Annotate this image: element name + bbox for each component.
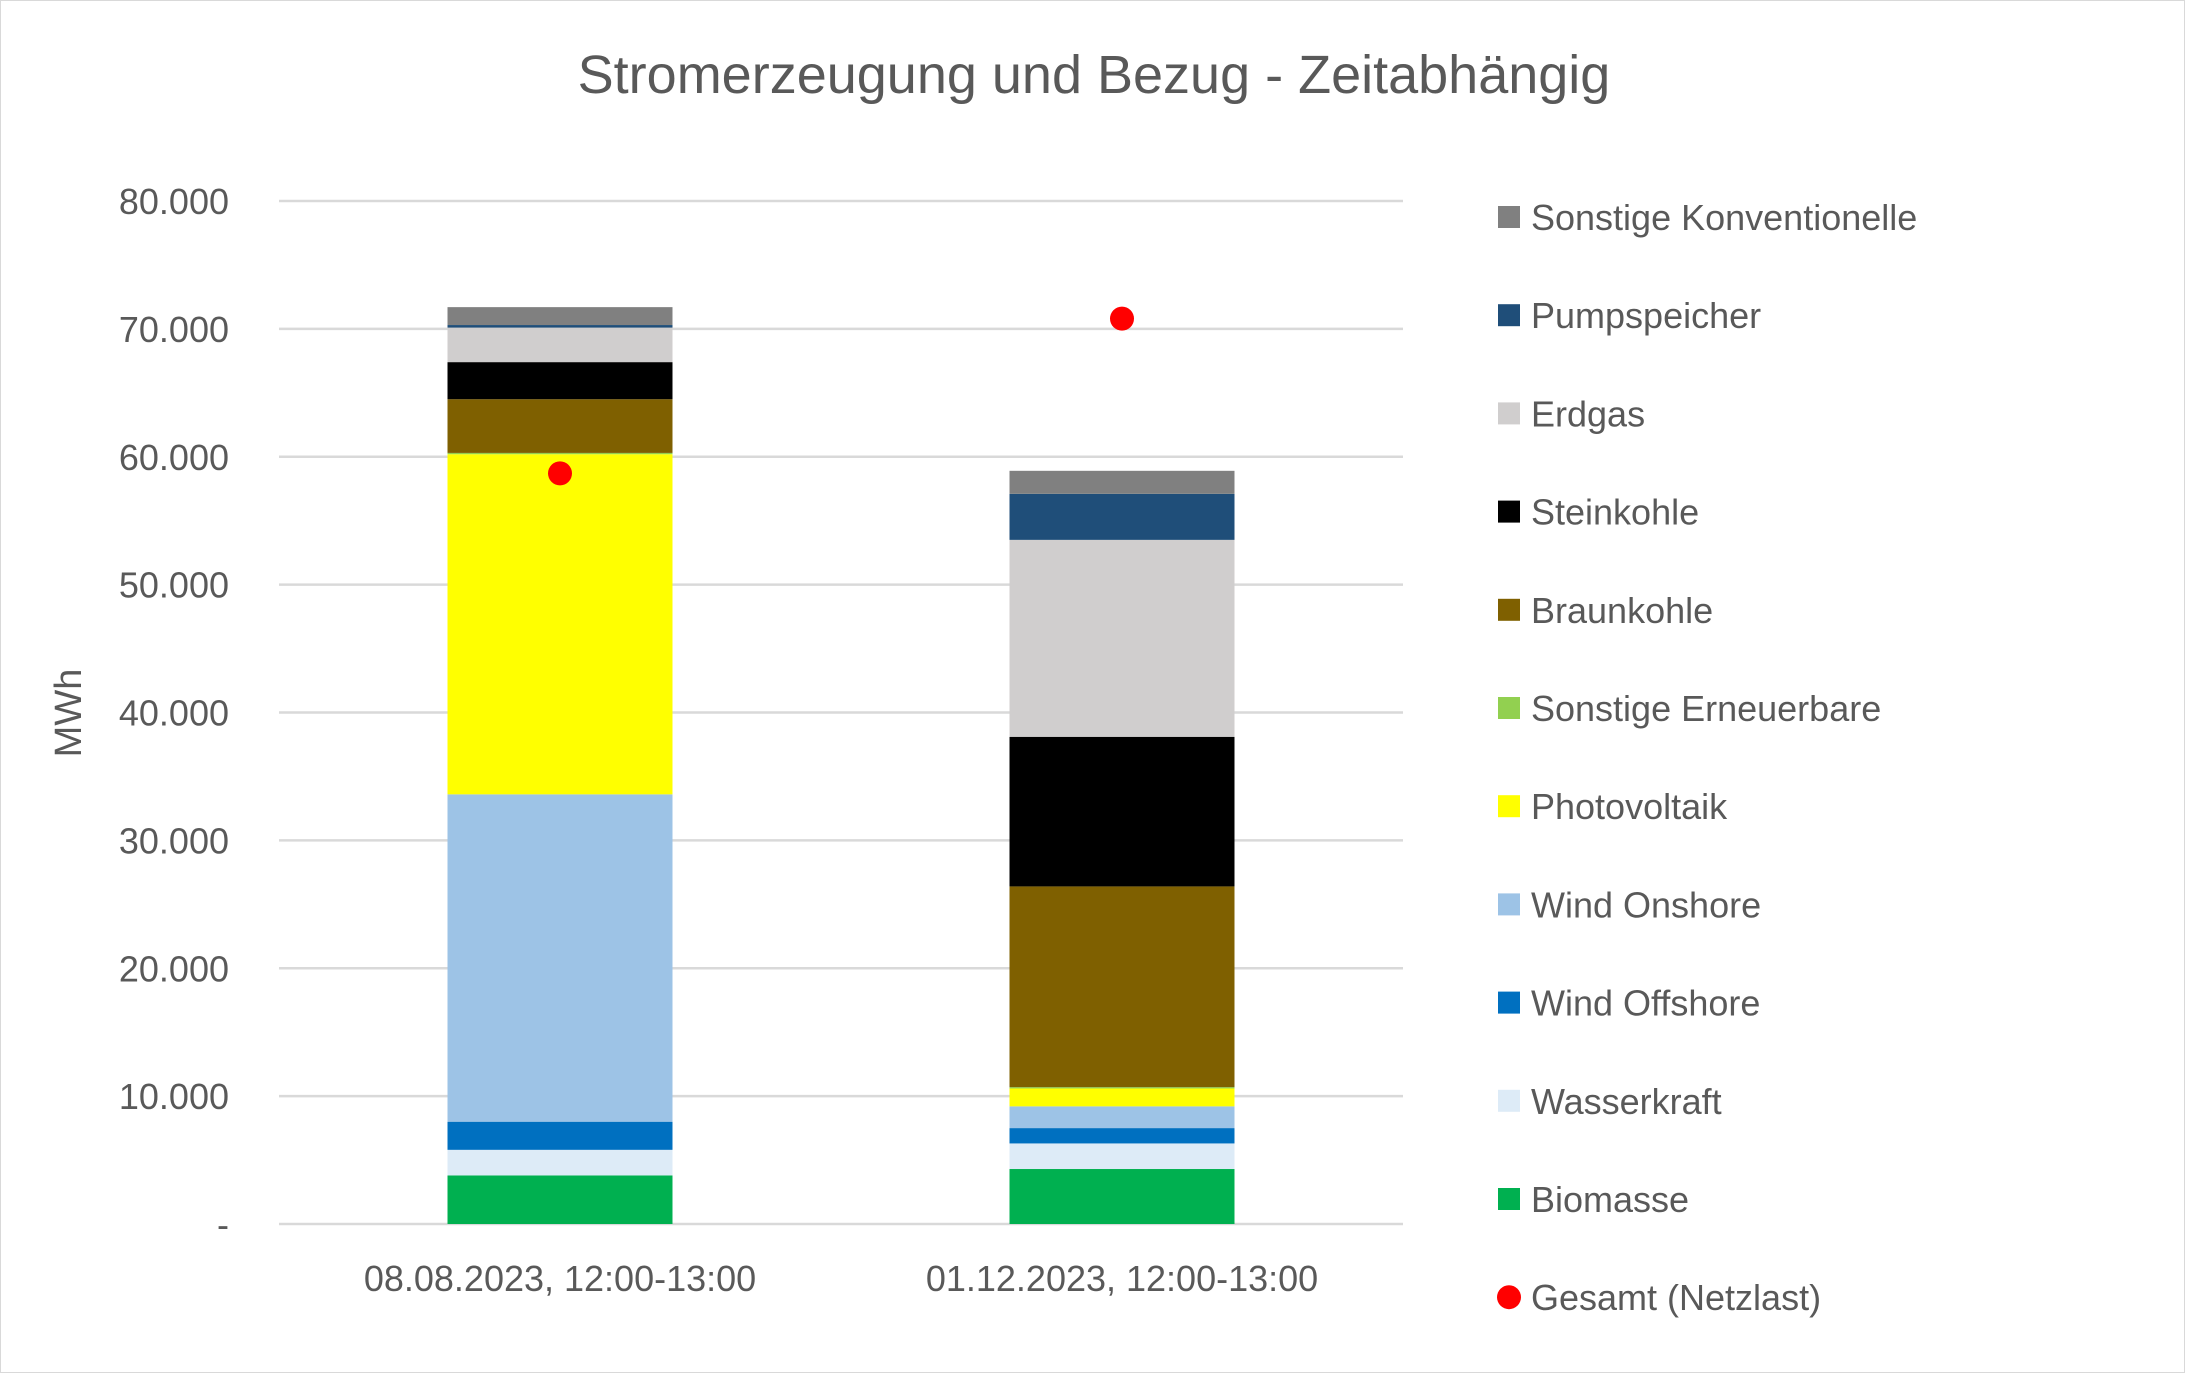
bar-segment (447, 327, 673, 363)
y-tick-label: - (217, 1204, 229, 1245)
bar-segment (1009, 1087, 1235, 1089)
legend-swatch (1498, 206, 1520, 228)
bar-segment (1009, 1169, 1235, 1224)
chart-title: Stromerzeugung und Bezug - Zeitabhängig (578, 45, 1611, 105)
bar-segment (447, 1149, 673, 1176)
y-axis-tick-labels: - 10.000 20.000 30.000 40.000 50.000 60.000 70.… (119, 181, 229, 1245)
legend-item: Pumpspeicher (1498, 295, 1761, 336)
legend-label: Pumpspeicher (1531, 295, 1761, 336)
y-tick-label: 60.000 (119, 437, 229, 478)
bar-segment (447, 794, 673, 1122)
legend-item: Erdgas (1498, 393, 1645, 434)
legend-label: Sonstige Konventionelle (1531, 197, 1917, 238)
bar-stacks (447, 307, 1235, 1224)
bar-segment (447, 362, 673, 400)
bar-stack (447, 307, 673, 1224)
netzlast-point (1110, 306, 1134, 331)
bar-segment (1009, 1106, 1235, 1129)
legend-label: Steinkohle (1531, 492, 1699, 533)
legend-item: Photovoltaik (1498, 786, 1728, 827)
bar-segment (447, 399, 673, 453)
bar-segment (1009, 493, 1235, 540)
legend-label: Wind Onshore (1531, 884, 1761, 925)
legend-item: Braunkohle (1498, 590, 1713, 631)
bar-segment (447, 307, 673, 326)
legend-swatch (1498, 893, 1520, 916)
legend-swatch (1498, 697, 1520, 719)
bar-segment (447, 325, 673, 328)
y-tick-label: 50.000 (119, 565, 229, 606)
legend-swatch (1498, 304, 1520, 327)
bar-segment (1009, 1128, 1235, 1144)
legend-swatch (1498, 991, 1520, 1014)
legend-label: Photovoltaik (1531, 786, 1728, 827)
legend-item: Steinkohle (1498, 492, 1699, 533)
bar-segment (447, 1121, 673, 1150)
legend-swatch (1498, 500, 1520, 523)
y-tick-label: 30.000 (119, 820, 229, 861)
legend-swatch (1498, 795, 1520, 818)
y-tick-label: 70.000 (119, 309, 229, 350)
legend-swatch (1498, 402, 1520, 425)
bar-segment (1009, 1088, 1235, 1107)
bar-segment (447, 452, 673, 455)
bar-segment (1009, 736, 1235, 887)
legend-swatch (1498, 598, 1520, 621)
legend-label: Gesamt (Netzlast) (1531, 1277, 1821, 1318)
legend-swatch (1498, 1089, 1520, 1112)
bar-segment (447, 454, 673, 795)
bar-segment (1009, 1143, 1235, 1170)
x-tick-label: 01.12.2023, 12:00-13:00 (926, 1258, 1318, 1299)
legend-item: Wind Onshore (1498, 884, 1761, 925)
y-axis-label: MWh (48, 669, 90, 758)
y-tick-label: 80.000 (119, 181, 229, 222)
x-axis-tick-labels: 08.08.2023, 12:00-13:00 01.12.2023, 12:00… (364, 1258, 1318, 1299)
netzlast-points (548, 306, 1134, 486)
y-tick-label: 40.000 (119, 693, 229, 734)
legend-item: Gesamt (Netzlast) (1497, 1277, 1821, 1318)
legend-label: Erdgas (1531, 393, 1645, 434)
legend-item: Sonstige Erneuerbare (1498, 688, 1881, 729)
legend-label: Biomasse (1531, 1179, 1689, 1220)
y-tick-label: 10.000 (119, 1076, 229, 1117)
legend: Sonstige Konventionelle Pumpspeicher Erdga… (1497, 197, 1917, 1318)
netzlast-point (548, 461, 572, 486)
legend-label: Sonstige Erneuerbare (1531, 688, 1881, 729)
legend-swatch (1498, 1188, 1520, 1210)
bar-segment (1009, 539, 1235, 737)
legend-label: Wasserkraft (1531, 1081, 1722, 1122)
bar-segment (447, 1175, 673, 1224)
legend-item: Sonstige Konventionelle (1498, 197, 1917, 238)
legend-label: Braunkohle (1531, 590, 1713, 631)
x-tick-label: 08.08.2023, 12:00-13:00 (364, 1258, 756, 1299)
y-tick-label: 20.000 (119, 948, 229, 989)
bar-segment (1009, 886, 1235, 1088)
bar-stack (1009, 470, 1235, 1224)
legend-marker (1497, 1285, 1521, 1310)
legend-label: Wind Offshore (1531, 983, 1760, 1024)
legend-item: Wind Offshore (1498, 983, 1760, 1024)
legend-item: Biomasse (1498, 1179, 1689, 1220)
legend-item: Wasserkraft (1498, 1081, 1722, 1122)
bar-segment (1009, 470, 1235, 494)
